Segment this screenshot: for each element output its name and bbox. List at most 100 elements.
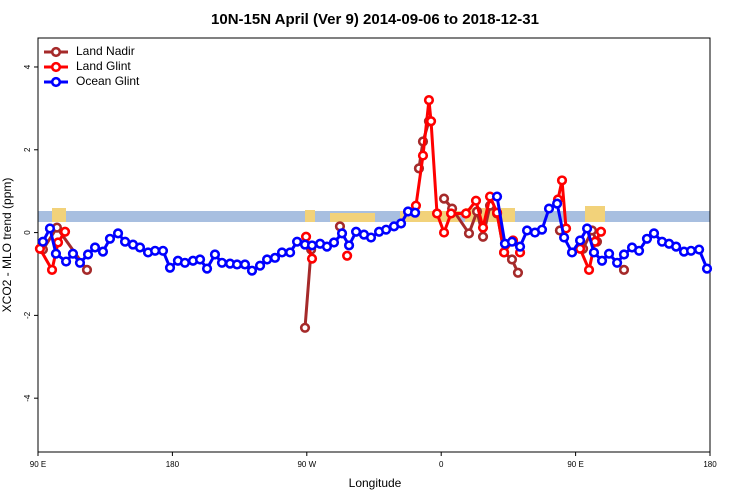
y-axis-title: XCO2 - MLO trend (ppm) bbox=[0, 178, 14, 313]
point bbox=[514, 241, 526, 252]
point bbox=[89, 242, 101, 253]
point bbox=[164, 262, 176, 273]
point bbox=[409, 207, 421, 218]
point bbox=[583, 264, 595, 275]
point bbox=[179, 257, 191, 268]
point bbox=[350, 226, 362, 237]
x-tick-label: 180 bbox=[166, 460, 180, 469]
point bbox=[194, 254, 206, 265]
point bbox=[551, 198, 563, 209]
point bbox=[506, 236, 518, 247]
point bbox=[588, 247, 600, 258]
point bbox=[596, 255, 608, 266]
point bbox=[299, 322, 311, 333]
point bbox=[37, 236, 49, 247]
point bbox=[685, 245, 697, 256]
point bbox=[438, 227, 450, 238]
x-tick-label: 90 E bbox=[567, 460, 583, 469]
point bbox=[498, 247, 510, 258]
point bbox=[300, 231, 312, 242]
y-tick-label: -2 bbox=[23, 311, 32, 319]
point bbox=[269, 252, 281, 263]
point bbox=[104, 233, 116, 244]
point bbox=[246, 265, 258, 276]
point bbox=[119, 236, 131, 247]
point bbox=[216, 257, 228, 268]
point bbox=[50, 248, 62, 259]
point bbox=[82, 249, 94, 260]
point bbox=[618, 264, 630, 275]
point bbox=[574, 235, 586, 246]
y-tick-label: 4 bbox=[23, 64, 32, 69]
x-tick-label: 90 E bbox=[30, 460, 46, 469]
point bbox=[425, 116, 437, 127]
point bbox=[306, 253, 318, 264]
x-tick-label: 180 bbox=[703, 460, 717, 469]
legend-label: Land Glint bbox=[76, 59, 131, 73]
point bbox=[59, 226, 71, 237]
point bbox=[336, 228, 348, 239]
point bbox=[209, 249, 221, 260]
point bbox=[477, 231, 489, 242]
point bbox=[470, 195, 482, 206]
point bbox=[254, 260, 266, 271]
point bbox=[512, 267, 524, 278]
point bbox=[618, 249, 630, 260]
chart-title: 10N-15N April (Ver 9) 2014-09-06 to 2018… bbox=[211, 11, 539, 28]
point bbox=[67, 248, 79, 259]
point bbox=[74, 257, 86, 268]
point bbox=[81, 264, 93, 275]
point bbox=[477, 222, 489, 233]
point bbox=[306, 240, 318, 251]
point bbox=[231, 259, 243, 270]
point bbox=[612, 257, 623, 268]
point bbox=[276, 247, 288, 258]
point bbox=[380, 224, 392, 235]
point bbox=[566, 247, 578, 258]
point bbox=[157, 245, 169, 256]
point bbox=[44, 223, 56, 234]
y-tick-label: 2 bbox=[23, 147, 32, 152]
legend-label: Ocean Glint bbox=[76, 74, 140, 88]
point bbox=[595, 226, 607, 237]
point bbox=[641, 233, 653, 244]
point bbox=[112, 228, 124, 239]
point bbox=[693, 244, 705, 255]
point bbox=[491, 191, 503, 202]
point bbox=[284, 247, 296, 258]
point bbox=[671, 241, 682, 252]
point bbox=[239, 259, 251, 270]
point bbox=[648, 228, 660, 239]
point bbox=[60, 256, 72, 267]
point bbox=[556, 175, 568, 186]
x-tick-label: 90 W bbox=[297, 460, 316, 469]
point bbox=[536, 224, 548, 235]
series-line bbox=[43, 121, 624, 328]
point bbox=[46, 264, 58, 275]
point bbox=[603, 248, 615, 259]
point bbox=[559, 232, 570, 243]
point bbox=[445, 208, 457, 219]
legend-marker bbox=[50, 76, 62, 88]
legend-marker bbox=[50, 46, 62, 58]
point bbox=[149, 245, 161, 256]
point bbox=[506, 254, 518, 265]
point bbox=[701, 263, 713, 274]
point bbox=[328, 237, 340, 248]
x-axis-title: Longitude bbox=[349, 476, 402, 490]
point bbox=[291, 236, 303, 247]
y-tick-label: -4 bbox=[23, 394, 32, 402]
point bbox=[431, 208, 443, 219]
point bbox=[423, 94, 435, 106]
x-tick-label: 0 bbox=[439, 460, 444, 469]
point bbox=[201, 263, 213, 274]
point bbox=[343, 240, 355, 251]
y-tick-label: 0 bbox=[23, 230, 32, 235]
point bbox=[365, 232, 377, 243]
point bbox=[417, 150, 429, 161]
point bbox=[342, 250, 353, 261]
point bbox=[633, 245, 645, 256]
point bbox=[134, 242, 146, 253]
point bbox=[463, 228, 475, 239]
